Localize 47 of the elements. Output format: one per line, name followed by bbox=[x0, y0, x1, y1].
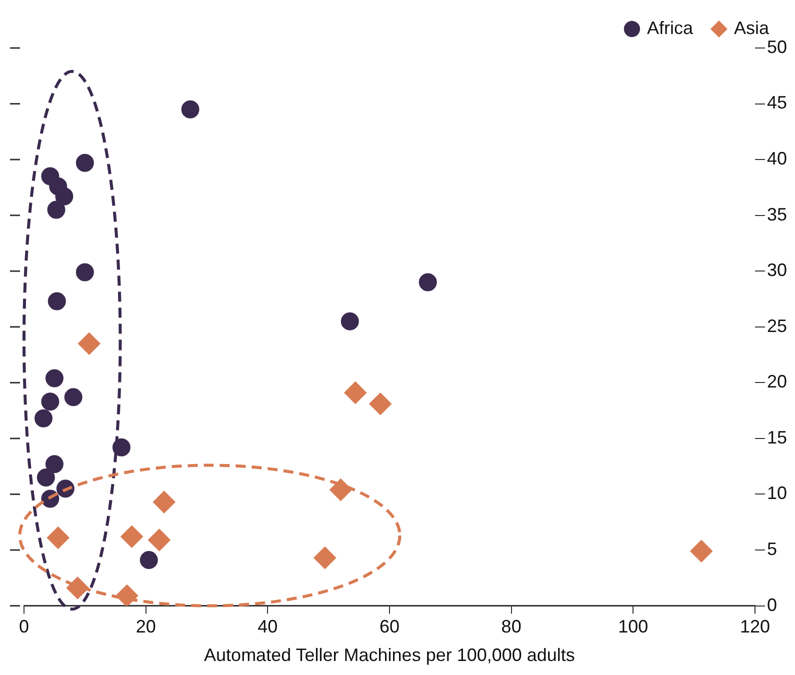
point bbox=[690, 540, 712, 562]
point bbox=[76, 154, 94, 172]
point bbox=[418, 273, 437, 292]
point bbox=[41, 392, 60, 411]
y-tick-label: 25 bbox=[766, 316, 788, 336]
point bbox=[153, 491, 176, 514]
x-tick-label: 120 bbox=[740, 616, 770, 637]
point bbox=[78, 332, 100, 355]
x-tick-label: 20 bbox=[136, 616, 156, 637]
x-tick-label: 0 bbox=[18, 616, 30, 637]
point bbox=[314, 546, 336, 569]
point bbox=[47, 526, 70, 549]
point bbox=[34, 409, 52, 428]
point bbox=[116, 584, 138, 606]
y-tick-label: 10 bbox=[766, 483, 788, 504]
y-tick-label: 5 bbox=[766, 538, 777, 559]
y-tick-label: 50 bbox=[766, 36, 788, 57]
x-tick-label: 100 bbox=[618, 616, 648, 637]
point bbox=[48, 292, 66, 310]
x-tick-label: 40 bbox=[258, 616, 278, 637]
y-tick-label: 45 bbox=[766, 92, 788, 113]
point bbox=[76, 263, 94, 282]
y-tick-label: 35 bbox=[766, 204, 788, 224]
legend-label: Asia bbox=[734, 18, 770, 38]
y-tick-label: 20 bbox=[766, 372, 788, 392]
x-axis-title: Automated Teller Machines per 100,000 adults bbox=[204, 645, 575, 666]
point bbox=[340, 312, 359, 330]
point bbox=[140, 551, 158, 570]
x-tick-label: 80 bbox=[501, 616, 522, 637]
point bbox=[47, 200, 66, 219]
point bbox=[369, 392, 392, 415]
y-tick-label: 40 bbox=[766, 148, 788, 169]
point bbox=[120, 526, 143, 548]
y-tick-label: 0 bbox=[766, 594, 777, 615]
x-tick-label: 60 bbox=[379, 616, 400, 637]
point bbox=[344, 382, 366, 404]
point bbox=[181, 100, 200, 118]
point bbox=[112, 438, 130, 456]
point bbox=[45, 455, 64, 474]
point bbox=[45, 369, 64, 388]
legend-label: Africa bbox=[646, 18, 694, 38]
y-tick-label: 15 bbox=[766, 427, 788, 448]
y-tick-label: 30 bbox=[766, 260, 788, 280]
point bbox=[64, 388, 82, 406]
point bbox=[55, 187, 74, 206]
point bbox=[148, 528, 170, 551]
point bbox=[36, 468, 55, 487]
